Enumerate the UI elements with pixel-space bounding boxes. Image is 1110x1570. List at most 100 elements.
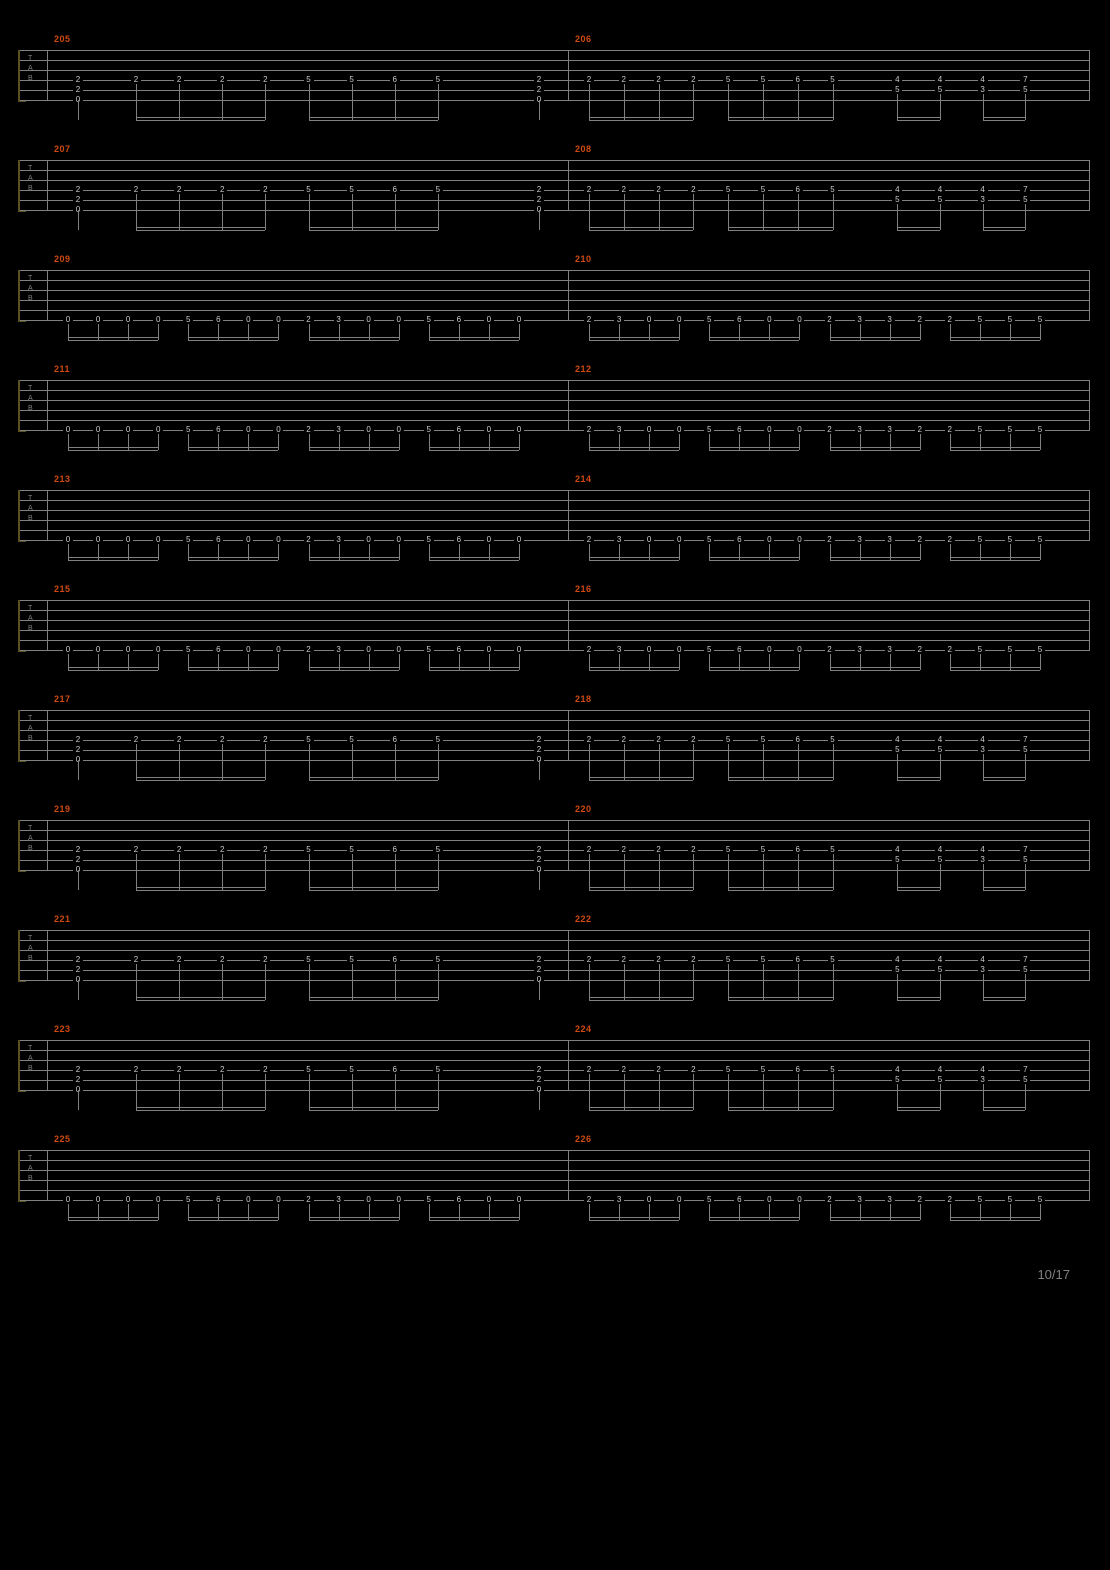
beam-line [188, 670, 278, 671]
beam-line [983, 227, 1026, 228]
beam-line [589, 117, 693, 118]
fret-number: 2 [73, 855, 83, 865]
beam-line [709, 1217, 799, 1218]
tab-system: TAB2150000560023005600216230056002332255… [20, 580, 1090, 670]
note-stem [539, 210, 540, 230]
beam-line [309, 557, 399, 558]
measure-number: 219 [54, 804, 71, 814]
staff-line [20, 200, 1090, 201]
barline [568, 490, 569, 540]
beam-line [188, 450, 278, 451]
beam-line [309, 227, 438, 228]
staff-line [20, 420, 1090, 421]
note-stem [78, 760, 79, 780]
note-stem [278, 654, 279, 670]
note-stem [1025, 974, 1026, 1000]
beam-line [983, 887, 1026, 888]
beam-line [589, 667, 679, 668]
beam-line [429, 447, 519, 448]
staff-line [20, 1190, 1090, 1191]
beam-line [188, 667, 278, 668]
note-stem [799, 434, 800, 450]
staff-line [20, 540, 1090, 541]
barline [568, 160, 569, 210]
tab-system: TAB223220222255652202242222556545454375 [20, 1020, 1090, 1110]
beam-line [68, 667, 158, 668]
beam-line [983, 1110, 1026, 1111]
beam-line [728, 117, 832, 118]
staff-line [20, 400, 1090, 401]
clef-letter: A [28, 394, 33, 404]
staff-line [20, 180, 1090, 181]
clef-letter: A [28, 1054, 33, 1064]
beam-line [950, 337, 1040, 338]
barline [1089, 820, 1090, 870]
beam-line [983, 120, 1026, 121]
staff-line [20, 90, 1090, 91]
tab-clef: TAB [28, 934, 33, 964]
beam-line [188, 560, 278, 561]
fret-number: 4 [892, 1065, 902, 1075]
beam-line [589, 1110, 693, 1111]
note-stem [659, 964, 660, 1000]
note-stem [539, 1090, 540, 1110]
barline [1089, 600, 1090, 650]
beam-line [309, 1000, 438, 1001]
beam-line [589, 120, 693, 121]
staff-line [20, 210, 1090, 211]
tab-system: TAB219220222255652202202222556545454375 [20, 800, 1090, 890]
note-stem [278, 324, 279, 340]
measure-number: 212 [575, 364, 592, 374]
note-stem [438, 854, 439, 890]
note-stem [265, 964, 266, 1000]
tab-clef: TAB [28, 54, 33, 84]
beam-line [429, 337, 519, 338]
note-stem [624, 194, 625, 230]
note-stem [763, 964, 764, 1000]
fret-number: 2 [73, 195, 83, 205]
beam-line [309, 117, 438, 118]
note-stem [920, 434, 921, 450]
note-stem [940, 754, 941, 780]
barline [1089, 1040, 1090, 1090]
note-stem [265, 84, 266, 120]
note-stem [798, 84, 799, 120]
staff-line [20, 760, 1090, 761]
beam-line [983, 1000, 1026, 1001]
beam-line [897, 117, 940, 118]
note-stem [265, 1074, 266, 1110]
staff-line [20, 950, 1090, 951]
beam-line [728, 997, 832, 998]
staff-line [20, 940, 1090, 941]
beam-line [589, 1217, 679, 1218]
note-stem [763, 84, 764, 120]
note-stem [136, 1074, 137, 1110]
beam-line [188, 557, 278, 558]
fret-number: 7 [1020, 75, 1030, 85]
system-brace [18, 160, 26, 212]
beam-line [68, 557, 158, 558]
beam-line [728, 777, 832, 778]
note-stem [78, 870, 79, 890]
beam-line [309, 1217, 399, 1218]
fret-number: 4 [935, 1065, 945, 1075]
staff-line [20, 100, 1090, 101]
clef-letter: A [28, 64, 33, 74]
beam-line [68, 337, 158, 338]
note-stem [798, 194, 799, 230]
beam-line [983, 230, 1026, 231]
note-stem [78, 210, 79, 230]
note-stem [136, 964, 137, 1000]
fret-number: 2 [73, 185, 83, 195]
beam-line [68, 447, 158, 448]
beam-line [983, 890, 1026, 891]
fret-number: 2 [73, 745, 83, 755]
fret-number: 2 [73, 955, 83, 965]
note-stem [693, 84, 694, 120]
measure-number: 209 [54, 254, 71, 264]
note-stem [763, 194, 764, 230]
note-stem [728, 1074, 729, 1110]
note-stem [179, 964, 180, 1000]
beam-line [830, 1217, 920, 1218]
note-stem [589, 744, 590, 780]
